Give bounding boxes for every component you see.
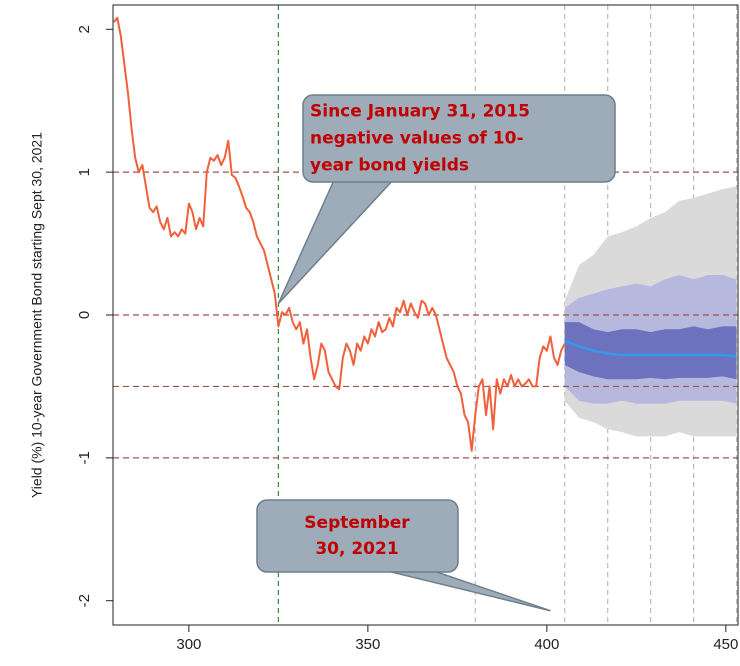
callout-pointer [374,567,551,612]
y-tick-label: 2 [76,25,93,33]
y-tick-label: 0 [76,311,93,319]
x-tick-label: 300 [176,636,201,653]
y-axis-label: Yield (%) 10-year Government Bond starti… [29,132,45,498]
callout-pointer [277,177,397,305]
line [113,16,566,452]
x-tick-label: 350 [355,636,380,653]
callout-text: 30, 2021 [315,539,398,559]
callout-text: year bond yields [310,156,469,176]
x-tick-label: 400 [534,636,559,653]
callout: September 30, 2021 [256,499,551,612]
callout-text: Since January 31, 2015 [310,102,530,122]
y-tick-label: -2 [76,594,93,607]
forecast-mean-line [564,339,737,358]
y-tick-label: -1 [76,451,93,464]
callout-box [256,499,459,573]
callout-text: September [304,513,410,533]
callout-text: negative values of 10- [310,129,524,149]
callout-box [302,94,616,183]
x-tick-label: 450 [713,636,738,653]
y-tick-label: 1 [76,168,93,176]
callout: Since January 31, 2015 negative values of… [277,94,616,305]
forecast-band [564,322,737,380]
